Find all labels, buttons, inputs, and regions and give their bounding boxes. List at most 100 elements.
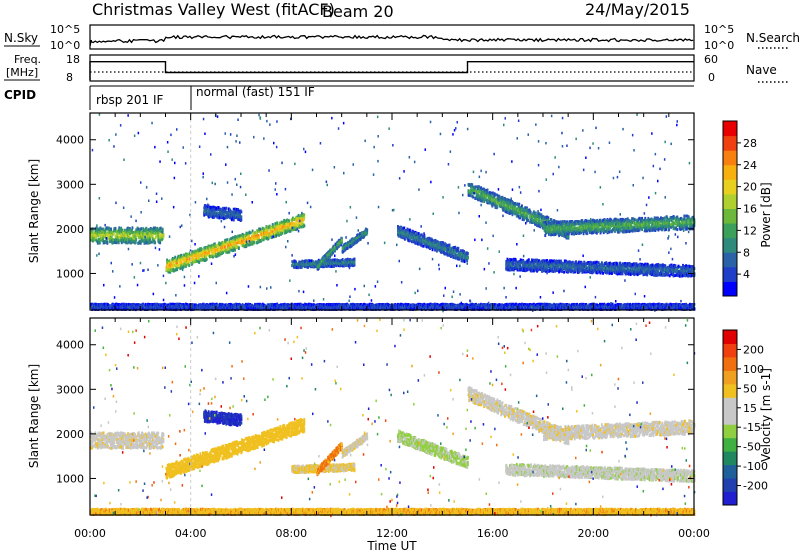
- data-cell: [691, 219, 693, 222]
- data-cell: [530, 211, 532, 214]
- data-cell: [478, 190, 480, 193]
- data-cell: [160, 227, 162, 230]
- data-cell: [554, 233, 556, 236]
- data-cell: [473, 196, 475, 199]
- data-cell: [103, 228, 105, 231]
- nsky-tick-bottom: 10^0: [50, 39, 80, 52]
- freq-tick-top: 18: [66, 53, 80, 66]
- freq-trace: [90, 62, 694, 80]
- data-cell: [496, 205, 498, 208]
- data-cell: [354, 261, 356, 264]
- data-cell: [132, 226, 134, 229]
- data-cell: [126, 238, 128, 241]
- data-cell: [544, 234, 546, 237]
- data-cell: [281, 232, 283, 235]
- data-cell: [101, 230, 103, 233]
- data-cell: [144, 233, 146, 236]
- data-cell: [625, 218, 627, 221]
- freq-strip-frame: [90, 55, 694, 81]
- nave-tick-bottom: 0: [708, 71, 715, 84]
- data-cell: [227, 238, 229, 241]
- data-cell: [295, 222, 297, 225]
- data-cell: [154, 241, 156, 244]
- data-cell: [676, 228, 678, 231]
- cpid-segment-1: rbsp 201 IF: [96, 93, 163, 107]
- data-cell: [127, 241, 129, 244]
- power-data: [90, 113, 695, 312]
- data-cell: [169, 259, 171, 262]
- data-cell: [401, 232, 403, 235]
- data-cell: [240, 215, 242, 218]
- data-cell: [527, 215, 529, 218]
- nave-tick-top: 60: [704, 53, 718, 66]
- nsky-tick-top: 10^5: [50, 23, 80, 36]
- data-cell: [303, 217, 305, 220]
- data-cell: [278, 234, 280, 237]
- data-cell: [409, 229, 411, 232]
- data-cell: [249, 243, 251, 246]
- data-cell: [449, 244, 451, 247]
- plot-title: Christmas Valley West (fitACF): [92, 0, 335, 19]
- data-cell: [281, 221, 283, 224]
- data-cell: [303, 225, 305, 228]
- nsky-trace: [90, 36, 693, 47]
- data-cell: [403, 227, 405, 230]
- nave-label: Nave: [746, 63, 777, 77]
- data-cell: [240, 234, 242, 237]
- data-cell: [279, 227, 281, 230]
- cpid-segment-2: normal (fast) 151 IF: [196, 85, 315, 99]
- data-cell: [218, 206, 220, 209]
- data-cell: [665, 228, 667, 231]
- data-cell: [668, 228, 670, 231]
- data-cell: [623, 230, 625, 233]
- data-cell: [467, 256, 469, 259]
- data-cell: [366, 232, 368, 235]
- data-cell: [238, 247, 240, 250]
- data-cell: [115, 227, 117, 230]
- data-cell: [494, 193, 496, 196]
- data-cell: [111, 236, 113, 239]
- data-cell: [568, 235, 570, 238]
- data-cell: [224, 246, 226, 249]
- data-cell: [567, 222, 569, 225]
- data-cell: [457, 247, 459, 250]
- data-cell: [341, 239, 343, 242]
- data-cell: [415, 242, 417, 245]
- data-cell: [198, 261, 200, 264]
- data-cell: [664, 218, 666, 221]
- beam-label: Beam 20: [322, 2, 394, 21]
- data-cell: [559, 231, 561, 234]
- freq-label-2: [MHz]: [6, 66, 38, 79]
- data-cell: [527, 219, 529, 222]
- data-cell: [152, 234, 154, 237]
- data-cell: [658, 218, 660, 221]
- data-cell: [99, 241, 101, 244]
- data-cell: [149, 241, 151, 244]
- data-cell: [106, 240, 108, 243]
- cpid-label: CPID: [4, 88, 36, 102]
- data-cell: [629, 230, 631, 233]
- nsearch-label: N.Search: [746, 31, 800, 45]
- nsky-right-tick-bottom: 10^0: [704, 39, 734, 52]
- data-cell: [250, 231, 252, 234]
- freq-label-1: Freq.: [14, 53, 41, 66]
- data-cell: [162, 228, 164, 231]
- freq-tick-bottom: 8: [66, 71, 73, 84]
- data-cell: [236, 245, 238, 248]
- data-cell: [157, 228, 159, 231]
- date-label: 24/May/2015: [585, 0, 690, 19]
- data-cell: [254, 241, 256, 244]
- data-cell: [135, 238, 137, 241]
- data-cell: [188, 264, 190, 267]
- data-cell: [486, 191, 488, 194]
- data-cell: [216, 244, 218, 247]
- data-cell: [288, 220, 290, 223]
- data-cell: [467, 252, 469, 255]
- data-cell: [258, 236, 260, 239]
- data-cell: [208, 252, 210, 255]
- data-cell: [171, 269, 173, 272]
- data-cell: [366, 229, 368, 232]
- radar-summary-plot: Christmas Valley West (fitACF) Beam 20 2…: [0, 0, 800, 554]
- data-cell: [683, 215, 685, 218]
- data-cell: [521, 204, 523, 207]
